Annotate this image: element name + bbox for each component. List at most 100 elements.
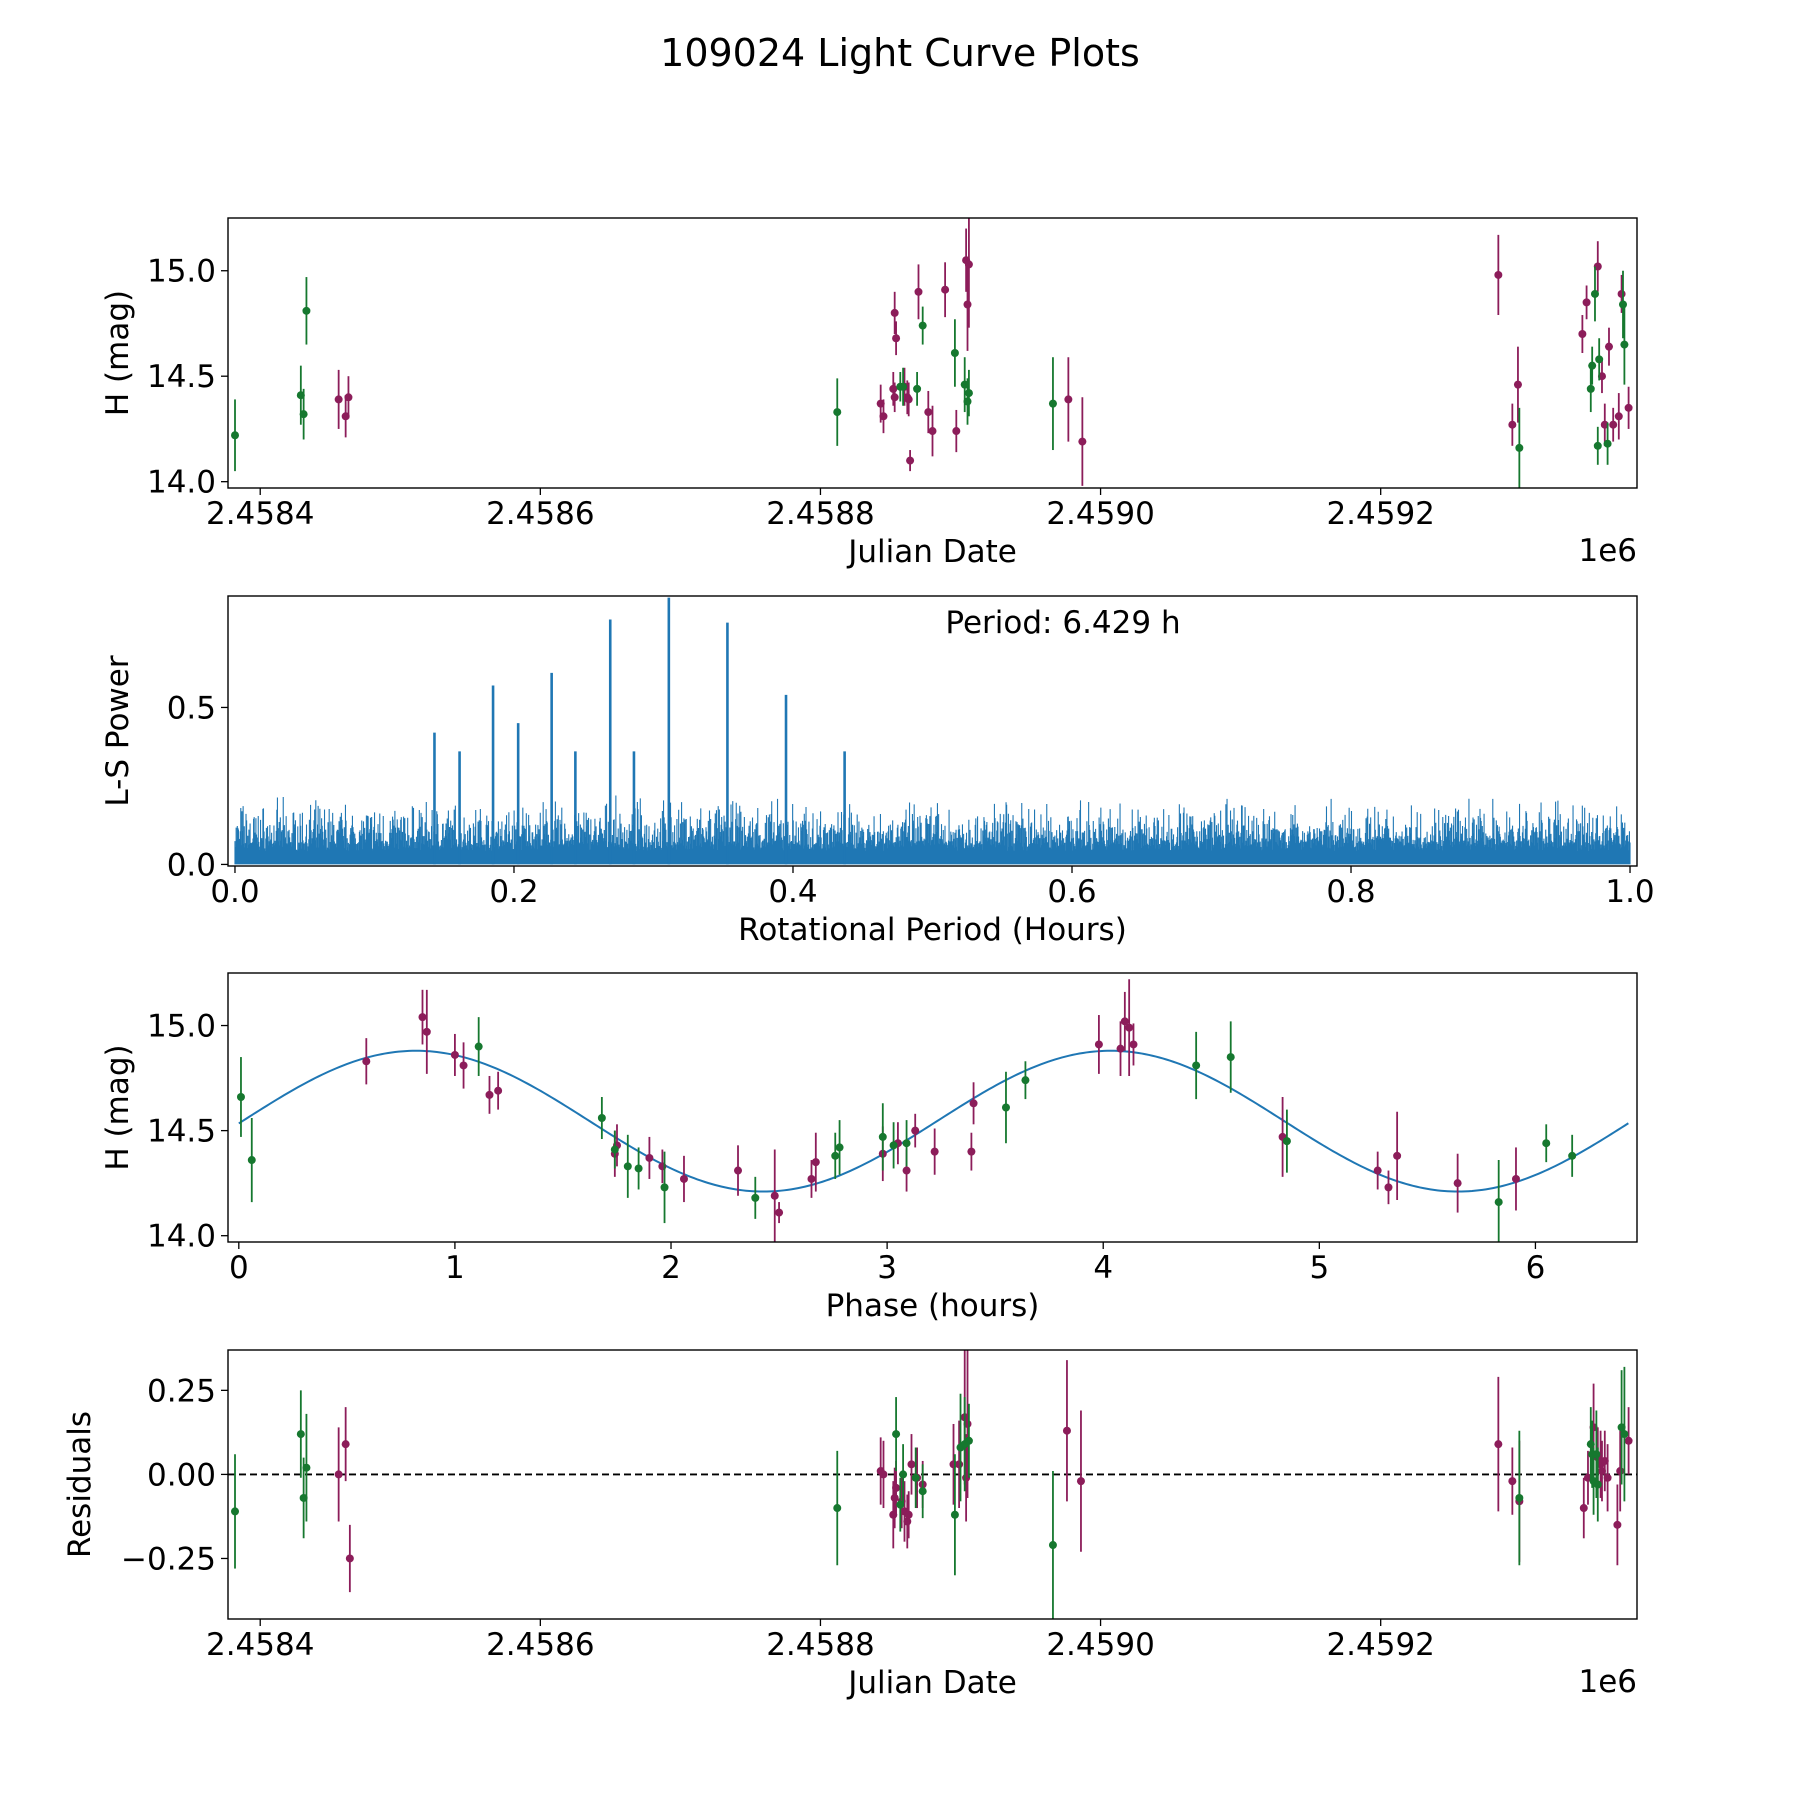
- green-data-point: [299, 410, 308, 419]
- purple-data-point: [1453, 1179, 1462, 1188]
- plot-marks: [231, 218, 1633, 488]
- green-data-point: [247, 1156, 256, 1165]
- y-tick-label: 0.00: [147, 1457, 216, 1493]
- green-data-point: [474, 1042, 483, 1051]
- y-axis-label: H (mag): [100, 290, 136, 416]
- green-data-point: [634, 1164, 643, 1173]
- green-data-point: [1282, 1137, 1291, 1146]
- green-data-point: [964, 1436, 973, 1445]
- fit-curve: [238, 1049, 1629, 1193]
- purple-data-point: [892, 1483, 901, 1492]
- purple-data-point: [903, 1517, 912, 1526]
- y-tick-label: 15.0: [147, 254, 216, 290]
- y-tick-label: 14.5: [147, 1114, 216, 1150]
- purple-data-point: [334, 1470, 343, 1479]
- purple-data-point: [879, 412, 888, 421]
- purple-data-point: [1125, 1023, 1134, 1032]
- purple-data-point: [1064, 395, 1073, 404]
- x-axis-label: Phase (hours): [826, 1288, 1040, 1324]
- y-tick-label: 14.0: [147, 465, 216, 501]
- green-data-point: [831, 1151, 840, 1160]
- green-data-point: [878, 1132, 887, 1141]
- x-tick-label: 2.4590: [1046, 1627, 1154, 1663]
- purple-data-point: [930, 1147, 939, 1156]
- purple-data-point: [341, 1440, 350, 1449]
- x-tick-label: 2.4584: [206, 496, 314, 532]
- y-tick-label: 14.5: [147, 359, 216, 395]
- green-data-point: [1595, 355, 1604, 364]
- purple-data-point: [734, 1166, 743, 1175]
- purple-data-point: [928, 427, 937, 436]
- green-data-point: [899, 382, 908, 391]
- plot-marks: [236, 979, 1629, 1242]
- purple-data-point: [1582, 298, 1591, 307]
- x-tick-label: 0.0: [210, 874, 259, 910]
- purple-data-point: [952, 427, 961, 436]
- green-data-point: [1593, 441, 1602, 450]
- purple-data-point: [1129, 1040, 1138, 1049]
- x-tick-label: 2.4590: [1046, 496, 1154, 532]
- purple-data-point: [1604, 342, 1613, 351]
- green-data-point: [1586, 384, 1595, 393]
- purple-data-point: [1494, 270, 1503, 279]
- green-data-point: [236, 1092, 245, 1101]
- purple-data-point: [1579, 1504, 1588, 1513]
- purple-data-point: [1508, 1477, 1517, 1486]
- purple-data-point: [904, 395, 913, 404]
- purple-data-point: [924, 408, 933, 417]
- purple-data-point: [1613, 1520, 1622, 1529]
- green-data-point: [1001, 1103, 1010, 1112]
- green-data-point: [1603, 439, 1612, 448]
- y-axis-label: L-S Power: [100, 655, 136, 806]
- green-data-point: [231, 431, 240, 440]
- green-data-point: [1590, 289, 1599, 298]
- purple-data-point: [811, 1158, 820, 1167]
- purple-data-point: [450, 1050, 459, 1059]
- x-tick-label: 1: [445, 1250, 465, 1286]
- purple-data-point: [889, 384, 898, 393]
- purple-data-point: [1578, 330, 1587, 339]
- y-axis-label: H (mag): [100, 1044, 136, 1170]
- y-tick-label: 0.25: [147, 1373, 216, 1409]
- purple-data-point: [1617, 289, 1626, 298]
- green-data-point: [1048, 399, 1057, 408]
- green-data-point: [1226, 1053, 1235, 1062]
- x-tick-label: 3: [877, 1250, 897, 1286]
- green-data-point: [660, 1183, 669, 1192]
- axes-frame: [227, 972, 1638, 1243]
- green-data-point: [597, 1114, 606, 1123]
- purple-data-point: [967, 1147, 976, 1156]
- purple-data-point: [906, 456, 915, 465]
- green-data-point: [751, 1193, 760, 1202]
- x-tick-label: 2.4586: [486, 496, 594, 532]
- x-tick-label: 2.4588: [766, 496, 874, 532]
- green-data-point: [296, 1430, 305, 1439]
- green-data-point: [1592, 1450, 1601, 1459]
- purple-data-point: [459, 1061, 468, 1070]
- x-axis-label: Julian Date: [846, 1665, 1017, 1701]
- green-data-point: [911, 1473, 920, 1482]
- y-tick-label: 14.0: [147, 1219, 216, 1255]
- y-tick-label: 0.0: [167, 847, 216, 883]
- axes-frame: [227, 595, 1638, 867]
- x-tick-label: 0: [229, 1250, 249, 1286]
- purple-data-point: [679, 1174, 688, 1183]
- green-data-point: [833, 408, 842, 417]
- green-data-point: [302, 306, 311, 315]
- x-tick-label: 2: [661, 1250, 681, 1286]
- purple-data-point: [422, 1027, 431, 1036]
- purple-data-point: [1494, 1440, 1503, 1449]
- green-data-point: [1048, 1541, 1057, 1550]
- purple-data-point: [1614, 412, 1623, 421]
- x-tick-label: 2.4592: [1326, 1627, 1434, 1663]
- x-axis-label: Julian Date: [846, 534, 1017, 570]
- purple-data-point: [1094, 1040, 1103, 1049]
- x-tick-label: 1.0: [1605, 874, 1654, 910]
- y-tick-label: 0.5: [167, 690, 216, 726]
- green-data-point: [918, 1487, 927, 1496]
- x-axis-label: Rotational Period (Hours): [738, 912, 1127, 948]
- x-tick-label: 0.4: [768, 874, 817, 910]
- purple-data-point: [964, 260, 973, 269]
- purple-data-point: [1609, 420, 1618, 429]
- y-axis-label: Residuals: [62, 1411, 98, 1558]
